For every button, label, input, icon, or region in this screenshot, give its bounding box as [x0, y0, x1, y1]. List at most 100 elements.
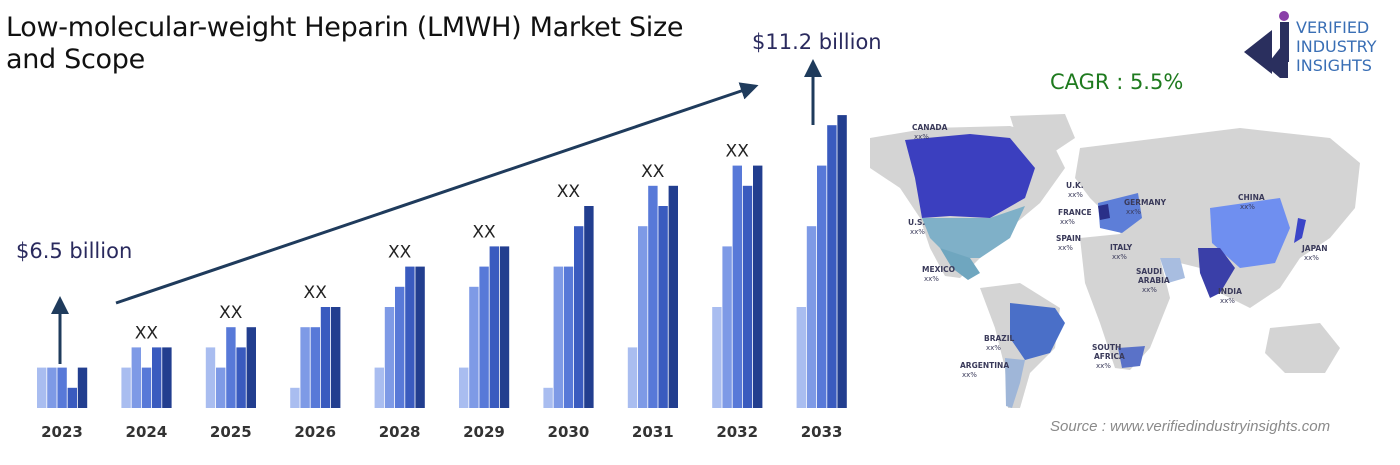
bar-2026-s3	[310, 327, 320, 408]
bar-2024-s1	[121, 367, 131, 408]
map-country-label: CHINA	[1238, 193, 1265, 202]
bar-data-label: XX	[726, 142, 750, 162]
bar-2029-s5	[499, 246, 510, 408]
map-country-value: xx%	[1126, 208, 1141, 216]
map-land-greenland	[1010, 114, 1075, 158]
bar-data-label: XX	[557, 182, 581, 202]
bar-2024-s5	[162, 347, 172, 408]
map-country-value: xx%	[924, 275, 939, 283]
x-tick-label: 2026	[294, 423, 336, 441]
bar-2026-s2	[300, 327, 310, 408]
map-country-value: xx%	[1060, 218, 1075, 226]
map-country-europe	[1098, 193, 1142, 233]
map-country-value: xx%	[1058, 244, 1073, 252]
map-country-south-africa	[1118, 346, 1145, 368]
bar-2029-s4	[489, 246, 499, 408]
map-country-label: CANADA	[912, 123, 948, 132]
bar-2028-s1	[374, 367, 384, 408]
bar-2030-s5	[584, 206, 594, 408]
logo-wordmark: VERIFIED INDUSTRY INSIGHTS	[1296, 18, 1377, 75]
map-country-mexico	[940, 248, 980, 280]
market-size-bar-chart: 2023 2024 XX 2025 XX 2026 XX 2028 XX 2029 XX 2030 XX…	[37, 59, 847, 441]
bar-2031-s2	[638, 226, 648, 408]
bar-2028-s3	[395, 286, 405, 408]
map-country-value: xx%	[962, 371, 977, 379]
bar-2024-s3	[141, 367, 152, 408]
bar-2033-s3	[817, 165, 827, 408]
map-country-value: xx%	[1304, 254, 1319, 262]
x-tick-label: 2031	[632, 423, 674, 441]
bar-2031-s3	[648, 185, 658, 408]
x-tick-label: 2030	[548, 423, 590, 441]
map-country-value: xx%	[1142, 286, 1157, 294]
x-tick-label: 2023	[41, 423, 83, 441]
bar-2026-s1	[290, 387, 300, 408]
bar-data-label: XX	[135, 323, 159, 343]
bar-2023-s1	[37, 367, 47, 408]
map-country-china	[1210, 198, 1290, 268]
x-tick-label: 2028	[379, 423, 421, 441]
map-country-value: xx%	[1068, 191, 1083, 199]
bar-2028-s5	[415, 266, 425, 408]
bar-2026-s4	[320, 307, 331, 408]
map-country-label: ARGENTINA	[960, 361, 1009, 370]
bar-2031-s4	[658, 206, 668, 408]
map-country-japan	[1294, 218, 1306, 243]
map-country-label: ITALY	[1110, 243, 1133, 252]
bar-2023-s2	[47, 367, 57, 408]
bar-2031-s5	[668, 185, 678, 408]
map-highlighted-countries	[905, 134, 1306, 408]
map-country-label: SOUTH	[1092, 343, 1121, 352]
bar-2032-s1	[712, 307, 722, 408]
map-country-label: MEXICO	[922, 265, 955, 274]
x-tick-label: 2032	[716, 423, 758, 441]
bar-2024-s2	[131, 347, 141, 408]
bar-data-label: XX	[219, 303, 243, 323]
x-tick-label: 2024	[126, 423, 168, 441]
map-country-label: INDIA	[1218, 287, 1242, 296]
bar-2023-s3	[57, 367, 67, 408]
map-labels: CANADAxx%U.S.xx%MEXICOxx%BRAZILxx%ARGENT…	[908, 123, 1328, 379]
bar-data-label: XX	[304, 283, 328, 303]
bar-2030-s3	[563, 266, 574, 408]
map-land-australia	[1265, 323, 1340, 373]
vii-logo-icon	[1244, 11, 1289, 78]
map-country-value: AFRICA	[1094, 352, 1125, 361]
growth-trend-arrow	[115, 82, 759, 305]
map-country-value: xx%	[1096, 362, 1111, 370]
cagr-label: CAGR : 5.5%	[1050, 70, 1184, 94]
logo-line-1: VERIFIED	[1296, 18, 1370, 37]
bar-2029-s1	[459, 367, 469, 408]
map-country-value: ARABIA	[1138, 276, 1170, 285]
bar-2030-s1	[543, 387, 553, 408]
bar-2025-s1	[205, 347, 216, 408]
bar-2028-s2	[384, 307, 395, 408]
bar-data-label: XX	[472, 222, 496, 242]
map-country-label: JAPAN	[1301, 244, 1328, 253]
bar-2033-s4	[827, 125, 837, 408]
map-country-brazil	[1010, 303, 1065, 360]
start-value-callout: $6.5 billion	[16, 239, 133, 263]
bar-2033-s5	[837, 115, 847, 408]
x-tick-label: 2029	[463, 423, 505, 441]
map-country-usa	[922, 206, 1025, 258]
end-value-callout: $11.2 billion	[752, 30, 882, 54]
bar-2023-s4	[67, 387, 77, 408]
world-map: CANADAxx%U.S.xx%MEXICOxx%BRAZILxx%ARGENT…	[870, 114, 1360, 408]
map-country-label: GERMANY	[1124, 198, 1167, 207]
bar-2030-s4	[574, 226, 584, 408]
bar-2032-s3	[732, 165, 742, 408]
map-country-label: FRANCE	[1058, 208, 1092, 217]
bar-data-label: XX	[641, 162, 665, 182]
map-country-value: xx%	[1240, 203, 1255, 211]
bar-2026-s5	[331, 307, 341, 408]
map-country-value: xx%	[1220, 297, 1235, 305]
map-land-africa	[1080, 233, 1170, 370]
map-country-label: U.S.	[908, 218, 925, 227]
map-country-value: xx%	[910, 228, 925, 236]
map-country-india	[1198, 248, 1235, 298]
map-country-saudi-arabia	[1160, 258, 1185, 283]
bar-2023-s5	[77, 367, 88, 408]
page-title: Low-molecular-weight Heparin (LMWH) Mark…	[6, 12, 684, 75]
bar-2025-s4	[236, 347, 246, 408]
